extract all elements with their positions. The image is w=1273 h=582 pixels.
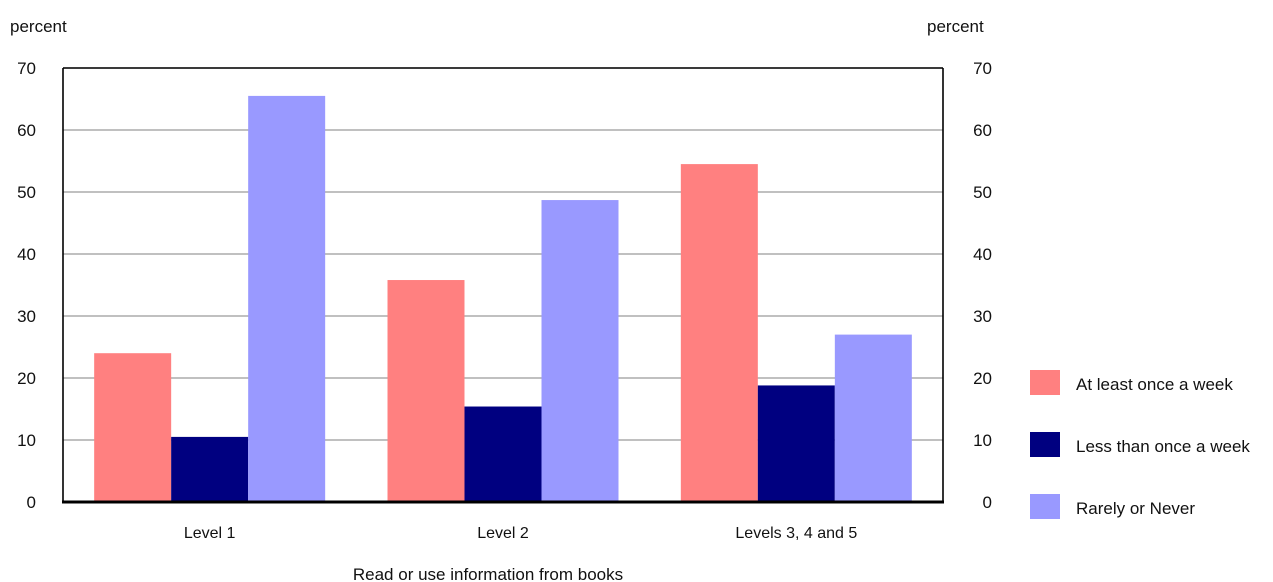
legend-swatch [1030, 432, 1060, 457]
gridlines [63, 67, 943, 441]
y-tick-label-right: 50 [973, 183, 992, 202]
category-label: Level 1 [184, 525, 236, 542]
y-tick-label-right: 0 [983, 493, 992, 512]
y-tick-label-left: 20 [17, 369, 36, 388]
legend-swatch [1030, 370, 1060, 395]
y-tick-label-left: 50 [17, 183, 36, 202]
right-axis-unit: percent [927, 17, 984, 36]
bar-rarely-or-never-1 [248, 95, 326, 503]
legend-label: Less than once a week [1076, 437, 1250, 456]
y-tick-label-right: 30 [973, 307, 992, 326]
left-axis-unit: percent [10, 17, 67, 36]
y-tick-label-right: 10 [973, 431, 992, 450]
y-tick-label-left: 30 [17, 307, 36, 326]
legend-label: At least once a week [1076, 375, 1233, 394]
y-tick-label-left: 70 [17, 59, 36, 78]
y-tick-label-right: 40 [973, 245, 992, 264]
bar-rarely-or-never-3 [834, 334, 912, 502]
bar-at-least-once-a-week-2 [387, 280, 465, 502]
y-tick-label-left: 60 [17, 121, 36, 140]
y-tick-label-right: 20 [973, 369, 992, 388]
legend-swatch [1030, 494, 1060, 519]
bar-less-than-once-a-week-1 [171, 436, 249, 502]
tick-labels: 0 0 10 10 20 20 30 30 40 40 50 50 60 60 70 70 [17, 59, 992, 512]
y-tick-label-right: 60 [973, 121, 992, 140]
y-tick-label-left: 0 [27, 493, 36, 512]
legend-label: Rarely or Never [1076, 499, 1195, 518]
category-labels: Level 1 Level 2 Levels 3, 4 and 5 [184, 525, 857, 542]
axes [62, 67, 944, 504]
bar-less-than-once-a-week-3 [757, 385, 835, 502]
category-label: Levels 3, 4 and 5 [735, 525, 857, 542]
bar-at-least-once-a-week-1 [94, 353, 172, 502]
bar-less-than-once-a-week-2 [464, 406, 542, 502]
y-tick-label-right: 70 [973, 59, 992, 78]
legend: At least once a week Less than once a wee… [1030, 370, 1250, 519]
bar-at-least-once-a-week-3 [680, 164, 758, 502]
bar-rarely-or-never-2 [541, 200, 619, 502]
x-axis-label: Read or use information from books [353, 565, 623, 582]
bars [94, 95, 912, 503]
category-label: Level 2 [477, 525, 529, 542]
y-tick-label-left: 10 [17, 431, 36, 450]
y-tick-label-left: 40 [17, 245, 36, 264]
